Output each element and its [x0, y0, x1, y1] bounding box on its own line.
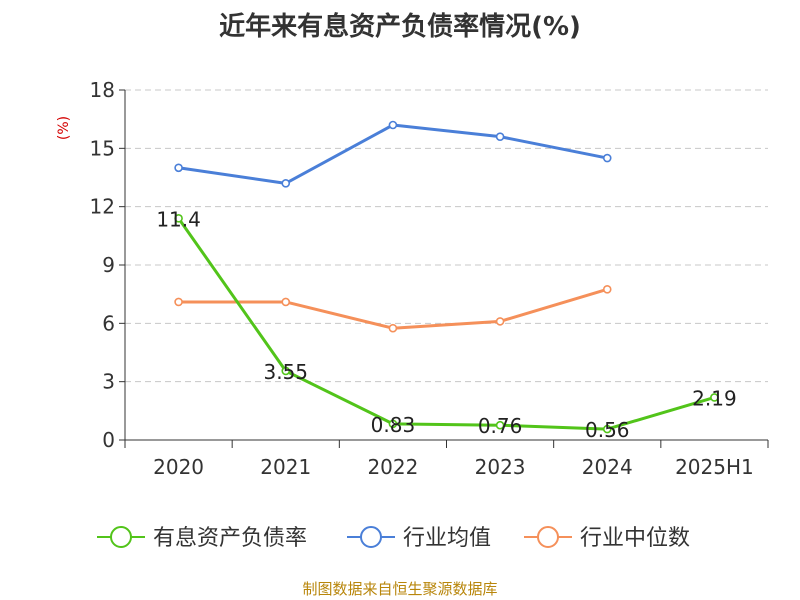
x-tick-label: 2023 [475, 455, 526, 479]
y-tick-label: 12 [90, 195, 115, 219]
data-point [495, 132, 505, 141]
legend-marker [537, 526, 559, 548]
x-tick-label: 2025H1 [675, 455, 754, 479]
data-point [281, 366, 291, 376]
data-label: 0.83 [371, 413, 416, 437]
data-point [281, 179, 291, 188]
data-label: 11.4 [156, 207, 201, 231]
y-tick-label: 0 [102, 428, 115, 452]
x-tick-label: 2020 [153, 455, 204, 479]
data-label: 3.55 [263, 360, 308, 384]
legend-label: 行业均值 [403, 526, 491, 551]
data-point [495, 317, 505, 326]
y-axis-label: (%) [56, 116, 72, 140]
y-tick-label: 6 [102, 311, 115, 335]
legend-label: 有息资产负债率 [153, 526, 307, 551]
x-tick-label: 2024 [582, 455, 633, 479]
data-label: 0.56 [585, 418, 630, 442]
data-point [388, 419, 398, 429]
series-line-1 [178, 123, 608, 185]
data-point [602, 285, 612, 294]
data-label: 2.19 [692, 386, 737, 410]
data-point [388, 323, 398, 333]
y-tick-label: 15 [90, 136, 115, 160]
chart-title: 近年来有息资产负债率情况(%) [219, 12, 581, 42]
data-point [602, 153, 612, 163]
data-point [281, 297, 291, 307]
data-point [174, 214, 183, 223]
data-point [710, 393, 719, 402]
legend-label: 行业中位数 [580, 526, 690, 551]
x-tick-label: 2022 [367, 455, 418, 479]
y-tick-label: 18 [90, 78, 115, 102]
y-tick-label: 9 [102, 253, 115, 277]
data-point [495, 420, 505, 430]
x-tick-label: 2021 [260, 455, 311, 479]
series-line-0 [177, 217, 715, 431]
data-point [174, 297, 183, 307]
data-label: 0.76 [478, 414, 523, 438]
legend-marker [360, 526, 382, 548]
data-point [388, 120, 398, 130]
y-tick-label: 3 [102, 370, 115, 394]
data-point [602, 424, 612, 434]
data-point [174, 163, 183, 173]
source-note: 制图数据来自恒生聚源数据库 [302, 580, 498, 598]
legend-marker [110, 526, 132, 548]
